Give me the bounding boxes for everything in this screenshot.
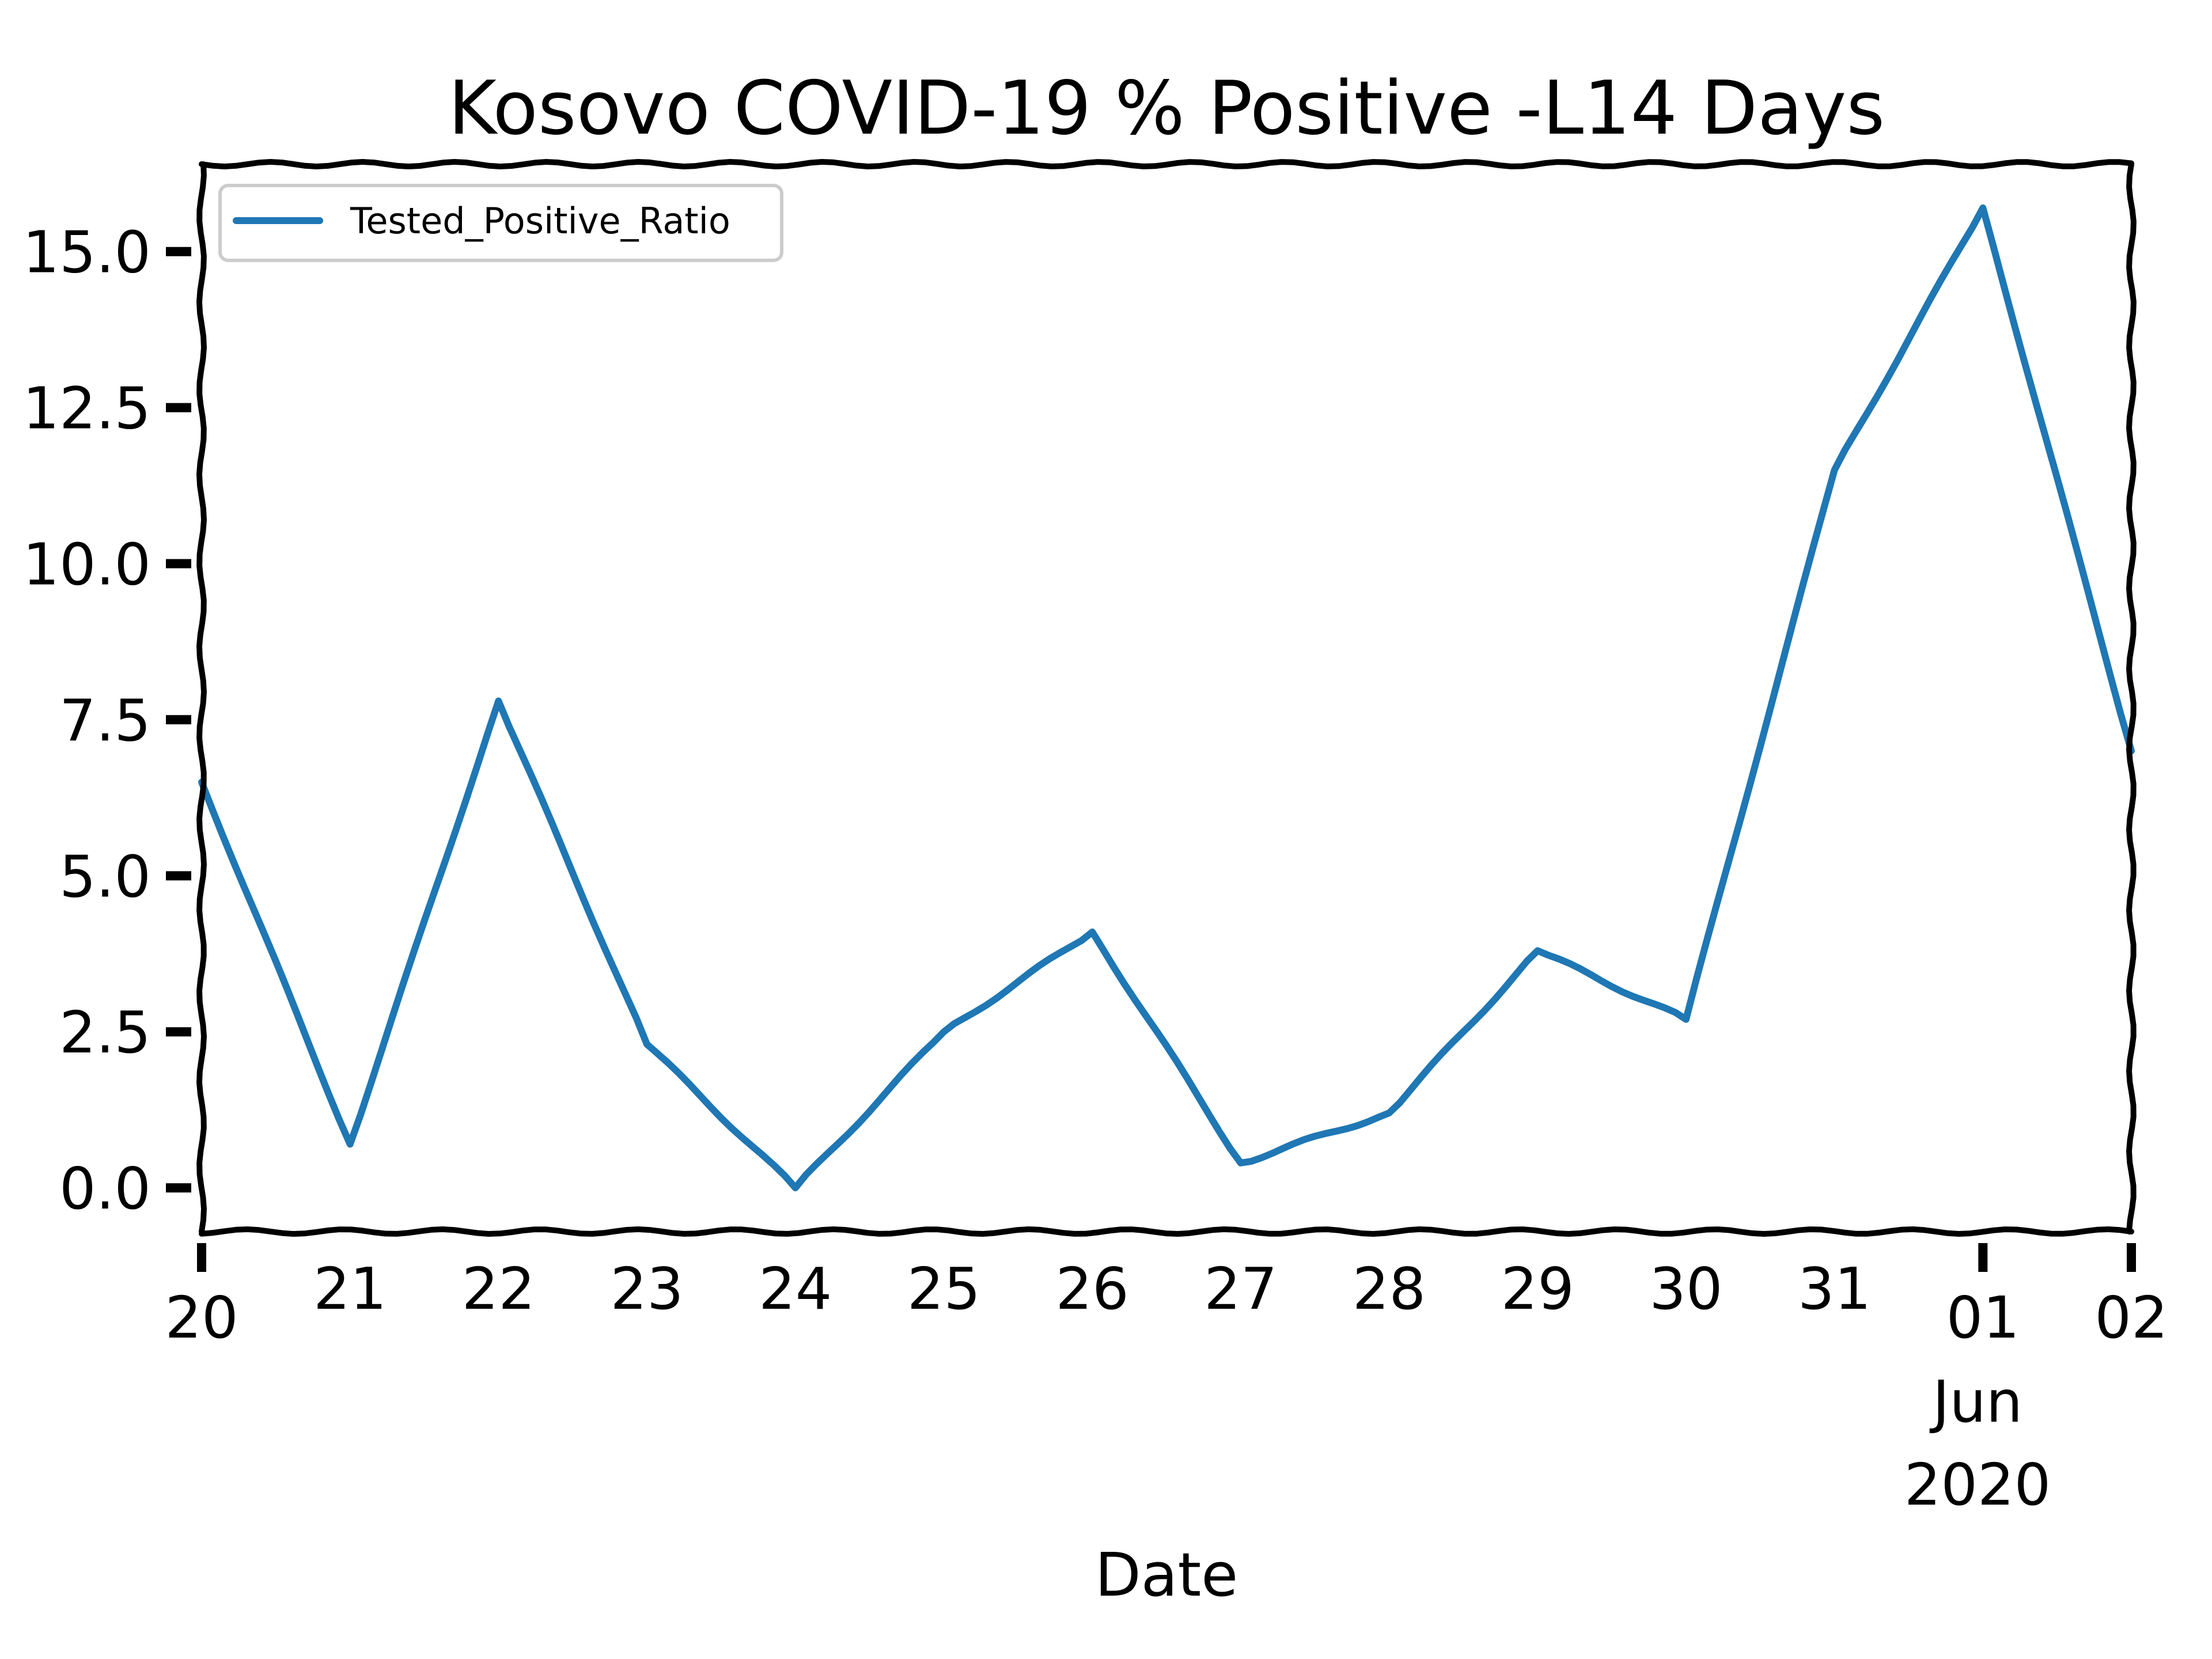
x-tick-label: 28 (1353, 1255, 1426, 1323)
data-point (1092, 931, 1093, 933)
data-point (1685, 1019, 1687, 1020)
series-line-tested-positive-ratio (198, 204, 2135, 1192)
y-axis-ticks: 0.0 2.5 5.0 7.5 10.0 12.5 15.0 (22, 219, 191, 1222)
chart-title: Kosovo COVID-19 % Positive -L14 Days (448, 66, 1885, 151)
x-axis-label: Date (1095, 1540, 1238, 1610)
data-point (498, 700, 499, 702)
x-tick-label: 02 (2094, 1284, 2168, 1351)
x-tick-label: 22 (462, 1255, 535, 1323)
data-point (1834, 469, 1835, 471)
x-tick-label: 23 (610, 1255, 683, 1323)
x-tick-label: 20 (165, 1284, 238, 1351)
legend-box (218, 184, 783, 262)
y-tick-label: 2.5 (59, 999, 151, 1066)
y-tick-label: 15.0 (22, 219, 151, 286)
y-tick-label: 0.0 (59, 1155, 151, 1222)
x-tick-year-label: 2020 (1904, 1451, 2051, 1518)
x-tick-label: 25 (907, 1255, 980, 1323)
y-tick-label: 12.5 (22, 375, 151, 442)
y-tick-label: 7.5 (59, 687, 151, 754)
series-layer (198, 204, 2135, 1192)
x-tick-label: 26 (1056, 1255, 1129, 1323)
x-tick-label: 31 (1798, 1255, 1871, 1323)
x-tick-label: 30 (1649, 1255, 1722, 1323)
x-axis-ticks: 20 21 22 23 24 25 26 27 28 29 30 31 01 02 (165, 1243, 2168, 1351)
x-tick-month-label: Jun (1929, 1368, 2022, 1435)
y-tick-label: 10.0 (22, 531, 151, 599)
data-point (1240, 1162, 1241, 1164)
x-tick-label: 29 (1501, 1255, 1574, 1323)
y-tick-label: 5.0 (59, 843, 151, 910)
x-tick-label: 24 (759, 1255, 832, 1323)
x-tick-label: 21 (313, 1255, 387, 1323)
data-point (1537, 950, 1538, 951)
x-tick-label: 01 (1946, 1284, 2020, 1351)
legend: Tested_Positive_Ratio (218, 184, 783, 262)
axes-frame (196, 159, 2137, 1237)
x-tick-label: 27 (1204, 1255, 1277, 1323)
legend-label: Tested_Positive_Ratio (350, 200, 730, 242)
